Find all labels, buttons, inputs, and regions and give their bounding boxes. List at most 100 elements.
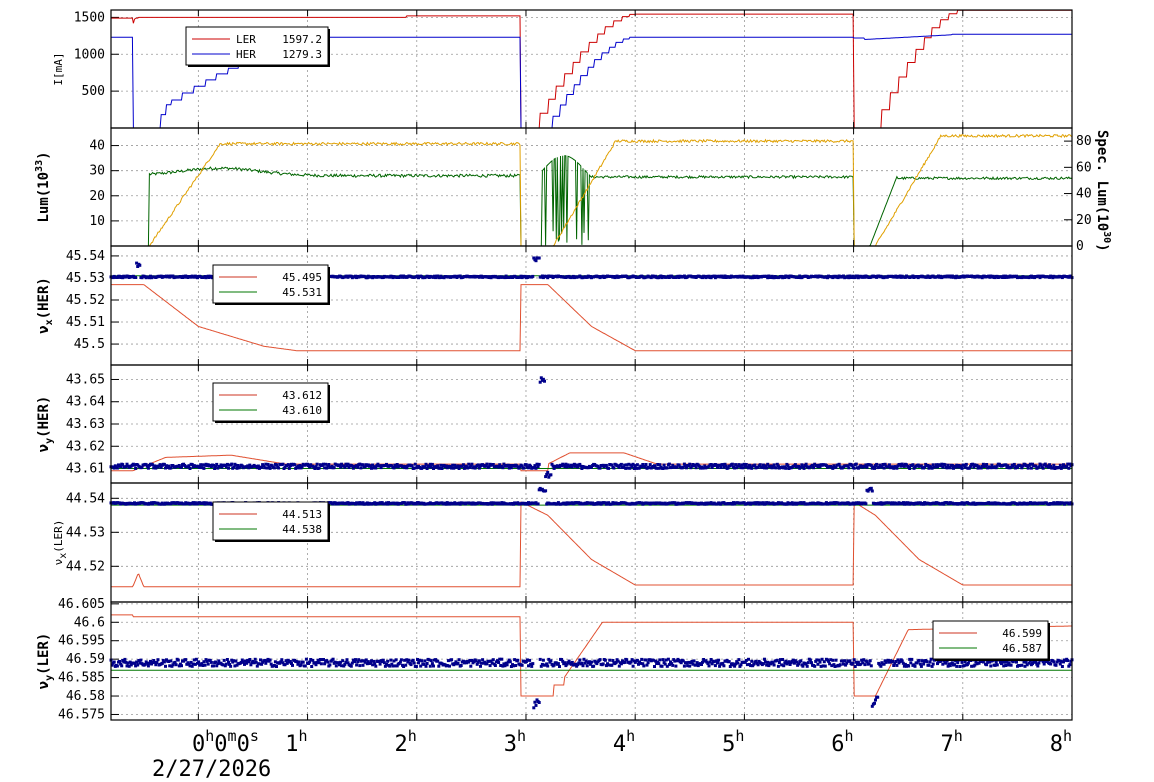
data-point [1027,661,1031,665]
data-point [776,464,780,468]
data-point [180,664,183,668]
data-point [547,475,551,479]
data-point [635,658,639,662]
x-tick-label: 8h [1050,727,1072,757]
data-point [763,657,766,661]
data-point [993,663,997,667]
data-point [780,663,784,667]
data-point [403,658,407,662]
data-point [429,465,433,469]
data-point [236,464,240,467]
data-point [173,660,177,664]
data-point [1025,663,1029,667]
data-point [578,658,582,662]
data-point [135,660,139,664]
data-point [767,664,771,668]
data-point [428,462,432,466]
y-tick-label: 46.58 [66,689,105,704]
data-point [752,662,756,666]
data-point [326,660,330,664]
data-point [545,662,549,666]
data-point [747,657,750,661]
data-point [881,463,885,466]
data-point [578,462,582,466]
data-point [766,276,770,280]
data-point [1051,466,1055,470]
data-point [272,466,276,470]
data-point [394,658,398,662]
data-point [662,463,666,467]
data-point [899,464,903,468]
legend: 43.612 43.610 [212,382,330,423]
legend-box [185,26,329,66]
data-point [975,463,979,467]
data-point [200,466,204,470]
data-point [619,662,623,666]
data-point [760,466,764,469]
data-point [434,658,438,662]
y-right-axis-label: Spec. Lum(1030) [1094,130,1112,252]
data-point [820,657,824,661]
data-point [1058,463,1062,467]
data-point [786,464,790,468]
y-tick-label: 45.53 [66,271,105,286]
data-point [297,466,301,470]
data-point [1034,464,1038,468]
data-point [543,379,546,383]
data-point [340,462,344,466]
data-point [838,663,842,667]
y-axis-label: νx(LER) [52,520,69,566]
data-point [189,660,193,664]
data-point [423,465,427,469]
data-point [359,466,363,470]
data-point [125,462,129,466]
data-point [959,464,963,468]
data-point [257,662,261,666]
data-point [469,464,473,468]
data-point [331,657,335,661]
data-point [775,658,779,662]
data-point [528,658,532,662]
data-point [1012,462,1016,466]
data-point [799,659,803,663]
data-point [314,663,318,667]
data-point [1049,465,1053,468]
y-tick-label: 46.595 [58,634,105,649]
data-point [552,663,556,667]
data-point [230,462,234,466]
legend: 44.513 44.538 [212,501,330,542]
data-point [712,660,716,664]
data-point [714,463,718,467]
data-point [425,467,429,470]
data-point [919,664,923,668]
data-point [580,661,584,665]
data-point [611,659,615,662]
data-point [345,658,349,662]
data-point [502,462,506,466]
data-point [958,665,962,668]
data-point [886,465,890,469]
data-point [931,463,935,467]
data-point [832,663,836,667]
data-point [229,664,233,668]
data-point [252,661,256,665]
series-points [109,376,1074,479]
data-point [677,463,681,467]
data-point [356,465,360,469]
data-point [316,658,320,662]
data-point [663,662,667,666]
data-point [718,463,722,467]
data-point [450,466,454,470]
data-point [1004,463,1008,467]
data-point [826,276,829,280]
data-point [313,661,317,665]
data-point [472,660,476,664]
data-point [202,466,206,470]
data-point [702,466,706,470]
data-point [673,659,677,663]
data-point [928,660,932,664]
data-point [539,664,543,668]
data-point [498,463,502,467]
data-point [985,663,989,667]
data-point [160,661,164,665]
